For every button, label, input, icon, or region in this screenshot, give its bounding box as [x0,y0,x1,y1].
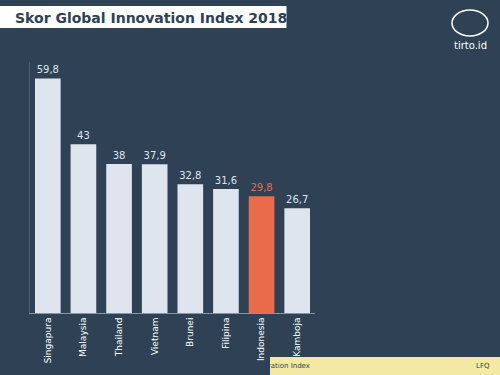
svg-text:37,9: 37,9 [144,150,166,161]
svg-text:43: 43 [77,130,90,141]
svg-text:LFQ: LFQ [476,362,490,370]
svg-text:tirto.id: tirto.id [454,40,487,51]
svg-text:31,6: 31,6 [215,175,237,186]
svg-text:26,7: 26,7 [286,194,308,205]
svg-text:Singapura: Singapura [43,318,53,364]
svg-text:Vietnam: Vietnam [150,318,160,356]
svg-text:Sumber: Global Innovation Inde: Sumber: Global Innovation Index [195,362,310,370]
svg-text:Thailand: Thailand [114,318,124,358]
svg-text:Skor Global Innovation Index 2: Skor Global Innovation Index 2018 [15,10,287,26]
svg-text:59,8: 59,8 [37,64,59,75]
svg-text:Brunei: Brunei [185,318,195,347]
svg-text:Indonesia: Indonesia [256,318,266,362]
svg-text:29,8: 29,8 [250,182,272,193]
svg-text:Filipina: Filipina [221,318,231,349]
svg-text:Kamboja: Kamboja [292,318,302,357]
svg-text:32,8: 32,8 [179,170,201,181]
svg-text:Malaysia: Malaysia [78,318,88,357]
svg-text:38: 38 [113,150,126,161]
